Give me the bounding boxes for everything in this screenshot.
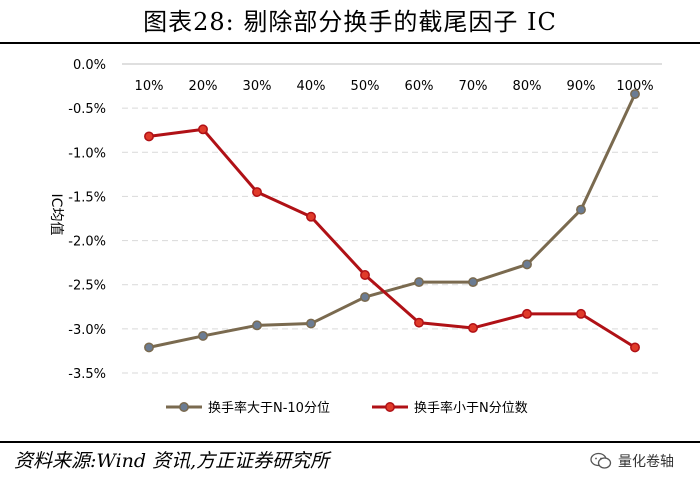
data-point	[468, 323, 478, 333]
data-point	[522, 308, 532, 319]
data-point	[198, 330, 208, 341]
x-tick-label: 20%	[189, 79, 218, 94]
x-tick-label: 50%	[351, 79, 380, 94]
y-tick-label: -3.0%	[68, 323, 106, 338]
y-tick-label: -1.0%	[68, 146, 106, 161]
data-point	[522, 259, 532, 270]
data-point	[414, 277, 424, 288]
wechat-icon	[590, 452, 612, 469]
source-note: 资料来源:Wind 资讯,方正证券研究所	[14, 450, 330, 472]
watermark-text: 量化卷轴	[618, 454, 674, 470]
data-point	[198, 124, 208, 135]
data-point	[252, 187, 262, 197]
y-tick-label: -2.5%	[68, 279, 106, 294]
series-line-1	[148, 93, 637, 349]
data-point	[144, 131, 154, 142]
data-point	[630, 342, 640, 353]
data-point	[360, 292, 370, 303]
data-point	[360, 270, 370, 280]
data-point	[144, 342, 154, 353]
y-axis-label: IC均值	[48, 194, 64, 236]
data-point	[306, 211, 316, 222]
data-point	[306, 318, 316, 329]
data-point	[252, 320, 262, 331]
legend-swatch-marker	[179, 402, 189, 412]
data-point	[576, 204, 586, 215]
legend-entry-label: 换手率大于N-10分位	[208, 400, 330, 416]
x-tick-label: 70%	[459, 79, 488, 94]
x-tick-label: 60%	[405, 79, 434, 94]
y-tick-label: -1.5%	[68, 190, 106, 205]
series-lines	[144, 89, 640, 353]
data-point	[414, 317, 424, 328]
legend-entry-label: 换手率小于N分位数	[414, 400, 528, 416]
y-tick-label: -0.5%	[68, 102, 106, 117]
legend-swatch-marker	[385, 402, 395, 412]
gridlines	[122, 63, 662, 374]
y-tick-labels: 0.0% -0.5% -1.0% -1.5% -2.0% -2.5% -3.0% -3.5%	[68, 58, 106, 382]
y-tick-label: -2.0%	[68, 235, 106, 250]
data-point	[576, 308, 586, 319]
data-point	[630, 89, 640, 99]
title-rule	[0, 42, 700, 44]
legend: 换手率大于N-10分位 换手率小于N分位数	[166, 400, 528, 416]
x-tick-label: 30%	[243, 79, 272, 94]
chart-title: 图表28: 剔除部分换手的截尾因子 IC	[143, 8, 557, 36]
x-tick-label: 90%	[567, 79, 596, 94]
line-chart: 0.0%-0.5%-1.0%-1.5%-2.0%-2.5%-3.0%-3.5% …	[48, 58, 662, 416]
x-tick-labels: 10% 20% 30% 40% 50% 60% 70% 80% 90% 100%	[135, 79, 654, 94]
data-point	[468, 277, 478, 288]
y-tick-label: -3.5%	[68, 367, 106, 382]
x-tick-label: 100%	[616, 79, 653, 94]
y-tick-label: 0.0%	[73, 58, 106, 73]
x-tick-label: 10%	[135, 79, 164, 94]
series-line-2	[148, 127, 636, 349]
x-tick-label: 80%	[513, 79, 542, 94]
watermark: 量化卷轴	[590, 444, 674, 478]
source-rule	[0, 441, 700, 443]
x-tick-label: 40%	[297, 79, 326, 94]
